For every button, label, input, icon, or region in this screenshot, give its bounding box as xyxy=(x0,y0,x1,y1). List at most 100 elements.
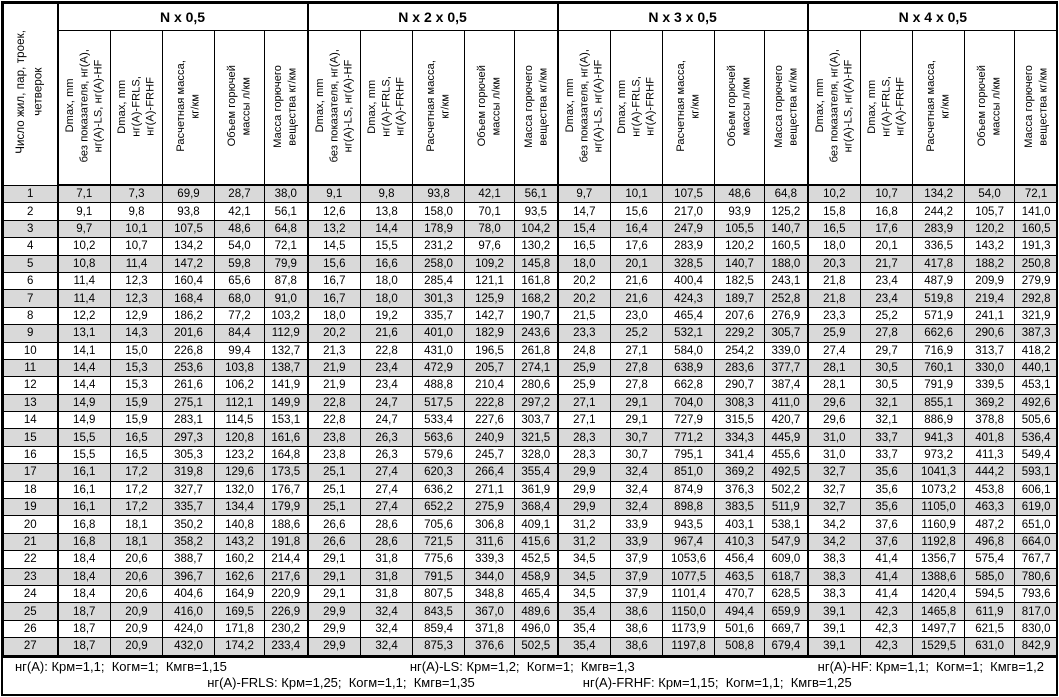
cell: 48,6 xyxy=(214,219,265,239)
cell: 209,9 xyxy=(964,271,1016,291)
cell: 93,9 xyxy=(714,202,766,221)
cell: 29,9 xyxy=(306,637,362,656)
cell: 14,4 xyxy=(56,376,111,395)
column-header-text: Dmax, mm нг(А)-FRLS, нг(А)-FRHF xyxy=(616,75,657,137)
cell: 411,0 xyxy=(764,393,809,413)
cell: 188,0 xyxy=(764,254,809,273)
cell: 21,9 xyxy=(306,358,362,378)
column-header-text: Объем горючей массы л/км xyxy=(476,65,503,147)
cell: 679,4 xyxy=(764,637,809,656)
cell: 258,0 xyxy=(412,254,466,273)
cell: 874,9 xyxy=(662,480,716,500)
cell: 226,8 xyxy=(162,341,215,360)
cell: 38,0 xyxy=(263,184,309,204)
row-number: 3 xyxy=(3,219,58,239)
cell: 34,5 xyxy=(556,550,612,569)
cell: 538,1 xyxy=(764,515,809,534)
cell: 32,7 xyxy=(806,463,862,482)
footnote-nga-frhf: нг(А)-FRHF: Крм=1,15; Когм=1,1; Кмгв=1,2… xyxy=(582,675,852,691)
column-header: Объем горючей массы л/км xyxy=(464,30,516,186)
cell: 25,9 xyxy=(556,376,612,395)
cell: 10,8 xyxy=(56,254,111,273)
cell: 339,0 xyxy=(764,341,809,360)
table-row: 2 9,1 9,8 93,8 42,1 56,1 12,6 13,8 158,0 70,1 93,5… xyxy=(3,202,1056,221)
column-header-text: Dmax, mm нг(А)-FRLS, нг(А)-FRHF xyxy=(116,75,157,137)
cell: 285,4 xyxy=(412,271,466,291)
cell: 141,0 xyxy=(1014,202,1056,221)
cell: 31,2 xyxy=(556,532,612,552)
row-number: 21 xyxy=(3,532,58,552)
cell: 1497,7 xyxy=(912,619,966,639)
cell: 404,6 xyxy=(162,584,215,604)
cell: 153,1 xyxy=(263,411,309,430)
cell: 283,1 xyxy=(162,411,215,430)
cell: 15,3 xyxy=(110,376,163,395)
cell: 32,4 xyxy=(610,498,664,517)
cell: 240,9 xyxy=(464,428,516,447)
cell: 27,8 xyxy=(610,376,664,395)
row-number: 7 xyxy=(3,289,58,308)
cell: 388,7 xyxy=(162,550,215,569)
cell: 271,1 xyxy=(464,480,516,500)
row-number: 8 xyxy=(3,306,58,326)
cell: 182,9 xyxy=(464,324,516,343)
cell: 705,6 xyxy=(412,515,466,534)
table-row: 16 15,5 16,5 305,3 123,2 164,8 23,8 26,3 579,6 24… xyxy=(3,445,1056,465)
cell: 12,6 xyxy=(306,202,362,221)
cell: 31,8 xyxy=(360,567,414,586)
cell: 330,0 xyxy=(964,358,1016,378)
cell: 1150,0 xyxy=(662,602,716,621)
cell: 303,7 xyxy=(514,411,559,430)
cell: 16,4 xyxy=(610,219,664,239)
cell: 21,6 xyxy=(610,271,664,291)
column-header: Масса горючего вещества кг/км xyxy=(263,30,309,186)
cell: 22,8 xyxy=(360,341,414,360)
cell: 20,6 xyxy=(110,550,163,569)
cell: 369,2 xyxy=(714,463,766,482)
cell: 721,5 xyxy=(412,532,466,552)
cell: 30,5 xyxy=(860,376,914,395)
cell: 207,6 xyxy=(714,306,766,326)
cell: 217,0 xyxy=(662,202,716,221)
cell: 276,9 xyxy=(764,306,809,326)
table-row: 5 10,8 11,4 147,2 59,8 79,9 15,6 16,6 258,0 109,2… xyxy=(3,254,1056,273)
cell: 120,8 xyxy=(214,428,265,447)
cell: 11,4 xyxy=(56,271,111,291)
cell: 25,1 xyxy=(306,480,362,500)
cell: 704,0 xyxy=(662,393,716,413)
cell: 31,0 xyxy=(806,445,862,465)
cell: 489,6 xyxy=(514,602,559,621)
column-header-text: Расчетная масса, кг/км xyxy=(175,60,202,152)
cell: 25,9 xyxy=(806,324,862,343)
cell: 452,5 xyxy=(514,550,559,569)
cell: 335,7 xyxy=(162,498,215,517)
cell: 68,0 xyxy=(214,289,265,308)
cell: 189,7 xyxy=(714,289,766,308)
cell: 22,8 xyxy=(306,393,362,413)
cell: 9,1 xyxy=(306,184,362,204)
row-number: 18 xyxy=(3,480,58,500)
cell: 34,2 xyxy=(806,515,862,534)
cell: 533,4 xyxy=(412,411,466,430)
cell: 290,6 xyxy=(964,324,1016,343)
cell: 149,9 xyxy=(263,393,309,413)
cell: 33,7 xyxy=(860,445,914,465)
cell: 24,7 xyxy=(360,393,414,413)
cell: 97,6 xyxy=(464,237,516,256)
cell: 32,4 xyxy=(360,637,414,656)
cell: 843,5 xyxy=(412,602,466,621)
cell: 23,4 xyxy=(360,358,414,378)
cell: 328,5 xyxy=(662,254,716,273)
cell: 59,8 xyxy=(214,254,265,273)
cell: 24,7 xyxy=(360,411,414,430)
cell: 33,9 xyxy=(610,532,664,552)
cell: 31,0 xyxy=(806,428,862,447)
cell: 176,7 xyxy=(263,480,309,500)
cell: 93,8 xyxy=(162,202,215,221)
cell: 253,6 xyxy=(162,358,215,378)
cell: 21,6 xyxy=(610,289,664,308)
column-header: Dmax, mm нг(А)-FRLS, нг(А)-FRHF xyxy=(860,30,914,186)
cell: 25,2 xyxy=(610,324,664,343)
cell: 18,0 xyxy=(556,254,612,273)
cell: 14,7 xyxy=(556,202,612,221)
